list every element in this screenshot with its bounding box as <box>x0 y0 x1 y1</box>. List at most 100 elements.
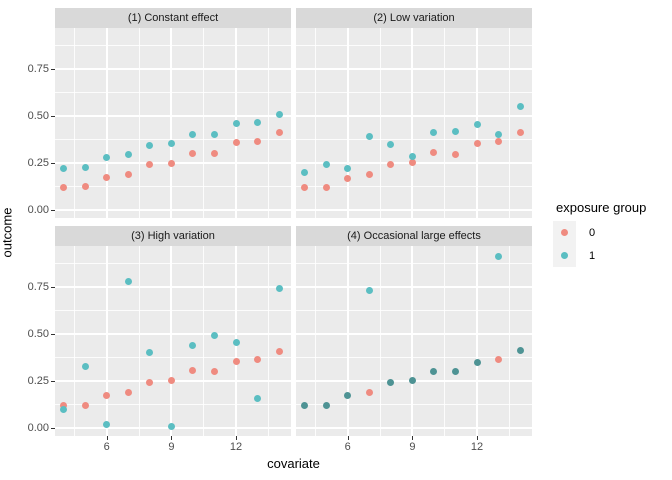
data-point-group1 <box>189 131 197 139</box>
data-point-group0 <box>124 388 132 396</box>
y-tick-label: 0.50 <box>27 109 49 122</box>
legend-key-0 <box>553 221 576 244</box>
minor-gridline <box>444 28 446 218</box>
group0-dot-icon <box>561 229 568 236</box>
data-point-group0 <box>452 151 459 158</box>
data-point-group1 <box>189 341 197 349</box>
facet-strip-1: (1) Constant effect <box>55 8 291 28</box>
minor-gridline <box>296 404 532 406</box>
y-tick-mark <box>51 115 55 117</box>
minor-gridline <box>508 28 510 218</box>
data-point-group1 <box>60 405 68 413</box>
x-tick-mark <box>236 436 237 440</box>
data-point-group1 <box>146 349 154 357</box>
data-point-overlap <box>430 368 438 376</box>
data-point-group0 <box>167 376 175 384</box>
data-point-group1 <box>211 131 218 139</box>
legend-label-1: 1 <box>589 249 596 262</box>
major-gridline <box>476 246 478 436</box>
facet-panel-3 <box>55 246 291 436</box>
y-tick-mark <box>51 428 55 430</box>
data-point-group0 <box>430 149 438 157</box>
legend: exposure group 0 1 <box>553 200 646 267</box>
data-point-group0 <box>103 391 111 399</box>
data-point-group1 <box>365 133 373 141</box>
data-point-group0 <box>189 367 197 375</box>
major-gridline <box>55 209 291 212</box>
data-point-group0 <box>232 357 240 365</box>
major-gridline <box>296 114 532 117</box>
data-point-group0 <box>146 379 154 387</box>
data-point-group0 <box>81 183 89 191</box>
data-point-group0 <box>408 158 416 166</box>
major-gridline <box>55 114 291 117</box>
major-gridline <box>170 246 173 436</box>
minor-gridline <box>296 186 532 188</box>
legend-key-1 <box>553 244 576 267</box>
major-gridline <box>296 209 532 212</box>
minor-gridline <box>55 404 291 406</box>
data-point-group1 <box>167 139 175 147</box>
facet-panel-4 <box>296 246 532 436</box>
minor-gridline <box>73 28 75 218</box>
data-point-group1 <box>254 119 262 126</box>
minor-gridline <box>55 44 291 46</box>
minor-gridline <box>314 28 316 218</box>
minor-gridline <box>138 246 140 436</box>
facet-title-2: (2) Low variation <box>373 12 455 24</box>
data-point-group1 <box>430 129 438 137</box>
x-tick-label: 12 <box>470 441 484 453</box>
y-tick-mark <box>51 68 55 70</box>
data-point-group0 <box>60 184 68 191</box>
data-point-overlap <box>516 347 524 355</box>
facet-panel-1 <box>55 28 291 218</box>
data-point-group1 <box>103 420 111 428</box>
x-tick-mark <box>171 436 173 440</box>
y-tick-label: 0.25 <box>27 157 49 169</box>
data-point-group0 <box>211 150 218 158</box>
group1-dot-icon <box>561 252 568 259</box>
major-gridline <box>296 67 532 70</box>
data-point-group1 <box>408 152 416 160</box>
data-point-group1 <box>60 165 68 173</box>
data-point-overlap <box>344 391 352 399</box>
major-gridline <box>296 427 532 430</box>
data-point-group1 <box>275 285 283 293</box>
major-gridline <box>55 285 291 288</box>
facet-strip-2: (2) Low variation <box>296 8 532 28</box>
x-tick-mark <box>347 436 349 440</box>
major-gridline <box>105 28 108 218</box>
data-point-group1 <box>452 128 459 136</box>
data-point-group1 <box>124 277 132 285</box>
facet-panel-2 <box>296 28 532 218</box>
minor-gridline <box>296 309 532 311</box>
data-point-group0 <box>146 161 154 169</box>
minor-gridline <box>296 91 532 93</box>
data-point-group0 <box>81 402 89 409</box>
data-point-group0 <box>189 150 197 158</box>
data-point-group1 <box>211 332 218 340</box>
y-tick-mark <box>51 333 55 335</box>
data-point-group1 <box>365 287 373 295</box>
minor-gridline <box>73 246 75 436</box>
data-point-group0 <box>254 137 262 145</box>
y-tick-label: 0.75 <box>27 62 49 75</box>
y-tick-label: 0.00 <box>27 204 49 217</box>
data-point-group0 <box>124 170 132 178</box>
facet-strip-3: (3) High variation <box>55 226 291 246</box>
x-tick-label: 6 <box>103 441 110 453</box>
major-gridline <box>411 246 414 436</box>
data-point-group0 <box>167 159 175 167</box>
x-tick-label: 9 <box>168 441 175 453</box>
major-gridline <box>296 285 532 288</box>
minor-gridline <box>203 246 205 436</box>
data-point-group0 <box>232 138 240 146</box>
data-point-group0 <box>275 129 283 137</box>
minor-gridline <box>314 246 316 436</box>
minor-gridline <box>55 262 291 264</box>
minor-gridline <box>296 139 532 140</box>
minor-gridline <box>203 28 205 218</box>
minor-gridline <box>296 357 532 358</box>
data-point-group0 <box>322 184 330 191</box>
